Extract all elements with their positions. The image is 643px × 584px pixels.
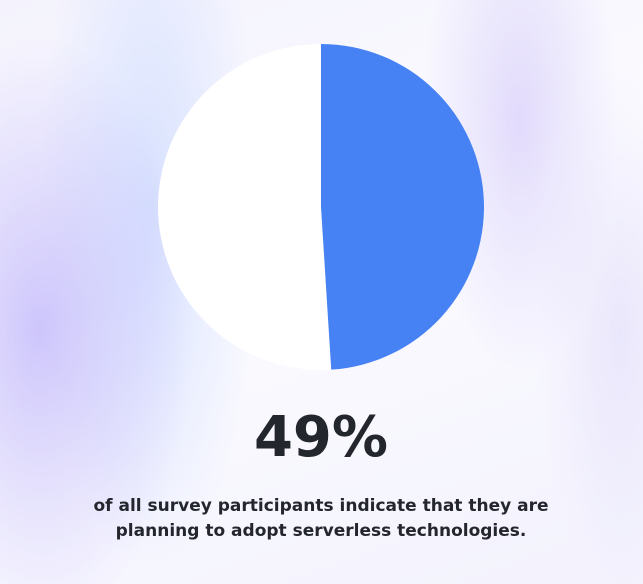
pie [321,44,484,370]
value-label: 49% [254,405,388,470]
caption-line: of all survey participants indicate that… [94,496,549,516]
caption-line: planning to adopt serverless technologie… [116,521,527,541]
pie-slice [321,44,484,370]
